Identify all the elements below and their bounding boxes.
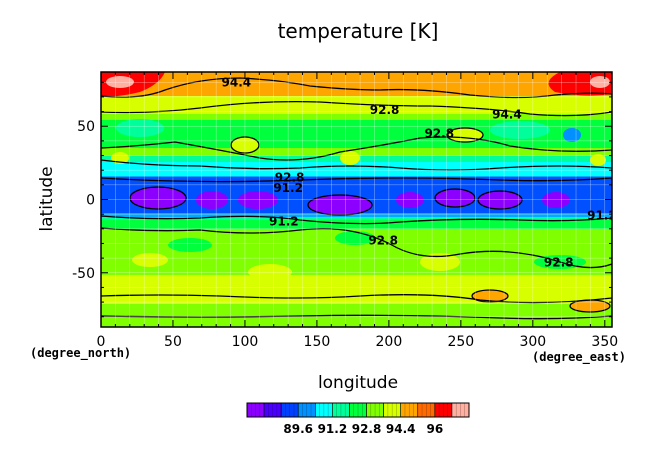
blob-equator-6 [435, 189, 475, 207]
x-tick-label-350: 350 [591, 334, 618, 350]
axis-ticks [100, 72, 612, 327]
colorbar-label-94.4: 94.4 [386, 422, 416, 436]
contour-label-7: 91.2 [587, 209, 617, 223]
blob-south-orange-1 [472, 290, 508, 302]
colorbar-label-89.6: 89.6 [283, 422, 313, 436]
y-tick-label-0: 0 [86, 193, 95, 209]
chart-title: temperature [K] [278, 19, 439, 43]
x-tick-label-100: 100 [232, 334, 259, 350]
blob-equator-8 [542, 192, 570, 208]
blob-north-cyan-2 [490, 121, 550, 139]
contour-label-4: 92.8 [275, 171, 305, 185]
contour-label-1: 92.8 [370, 103, 400, 117]
blob-south-orange-2 [570, 300, 610, 312]
contour-label-2: 94.4 [492, 108, 522, 122]
blob-south-yellow-1 [132, 253, 168, 267]
colorbar-label-91.2: 91.2 [318, 422, 348, 436]
grid-lines [101, 72, 612, 327]
contour-labels: 94.492.8 94.492.892.891.291.2 91.292.892.8 [222, 75, 617, 270]
x-tick-label-0: 0 [97, 334, 106, 350]
y-tick-label-50: 50 [77, 119, 95, 135]
blob-equator-4 [308, 195, 372, 215]
colorbar-label-92.8: 92.8 [352, 422, 382, 436]
contour-label-0: 94.4 [222, 75, 252, 89]
blob-south-yellow-2 [248, 264, 292, 280]
band-north-pole [101, 72, 612, 96]
x-tick-label-250: 250 [447, 334, 474, 350]
contour-label-5: 91.2 [273, 181, 303, 195]
x-tick-labels: 0 50 100 150 200 250 300 350 [97, 334, 619, 350]
contour-label-6: 91.2 [269, 214, 299, 228]
blob-equator-7 [478, 191, 522, 209]
y-tick-labels: -50 0 50 [72, 119, 95, 282]
contour-label-9: 92.8 [544, 256, 574, 270]
x-tick-label-50: 50 [164, 334, 182, 350]
y-axis-title: latitude [37, 166, 57, 231]
x-unit-label: (degree_east) [532, 350, 626, 365]
blob-north-cyan-1 [116, 119, 164, 137]
blob-equator-3 [238, 191, 278, 209]
contour-label-3: 92.8 [424, 127, 454, 141]
colorbar-label-96: 96 [426, 422, 443, 436]
x-axis-title: longitude [318, 373, 398, 393]
band-north-cyan [101, 158, 612, 176]
colorbar-frame [246, 402, 470, 418]
x-tick-label-300: 300 [519, 334, 546, 350]
band-south-pole [101, 300, 612, 327]
plot-area: 94.492.8 94.492.892.891.291.2 91.292.892.8 [101, 72, 617, 327]
x-tick-label-200: 200 [376, 334, 403, 350]
cap-north-west-core [106, 76, 134, 88]
contour-label-8: 92.8 [368, 234, 398, 248]
blob-equator-2 [196, 191, 228, 209]
blob-north-blue [563, 128, 581, 142]
band-south-yellow [101, 270, 612, 304]
colorbar-labels: 89.6 91.2 92.8 94.4 96 [283, 422, 443, 436]
blob-equator-5 [396, 192, 424, 208]
blob-south-teal-1 [168, 238, 212, 252]
colorbar [246, 402, 470, 418]
blob-south-yellow-3 [420, 253, 460, 271]
cap-north-east-core [590, 76, 610, 88]
blob-north-yellow-3 [340, 151, 360, 165]
blob-north-yellow-5 [590, 154, 606, 166]
y-unit-label: (degree_north) [30, 346, 131, 361]
y-tick-label--50: -50 [72, 266, 95, 282]
x-tick-label-150: 150 [304, 334, 331, 350]
